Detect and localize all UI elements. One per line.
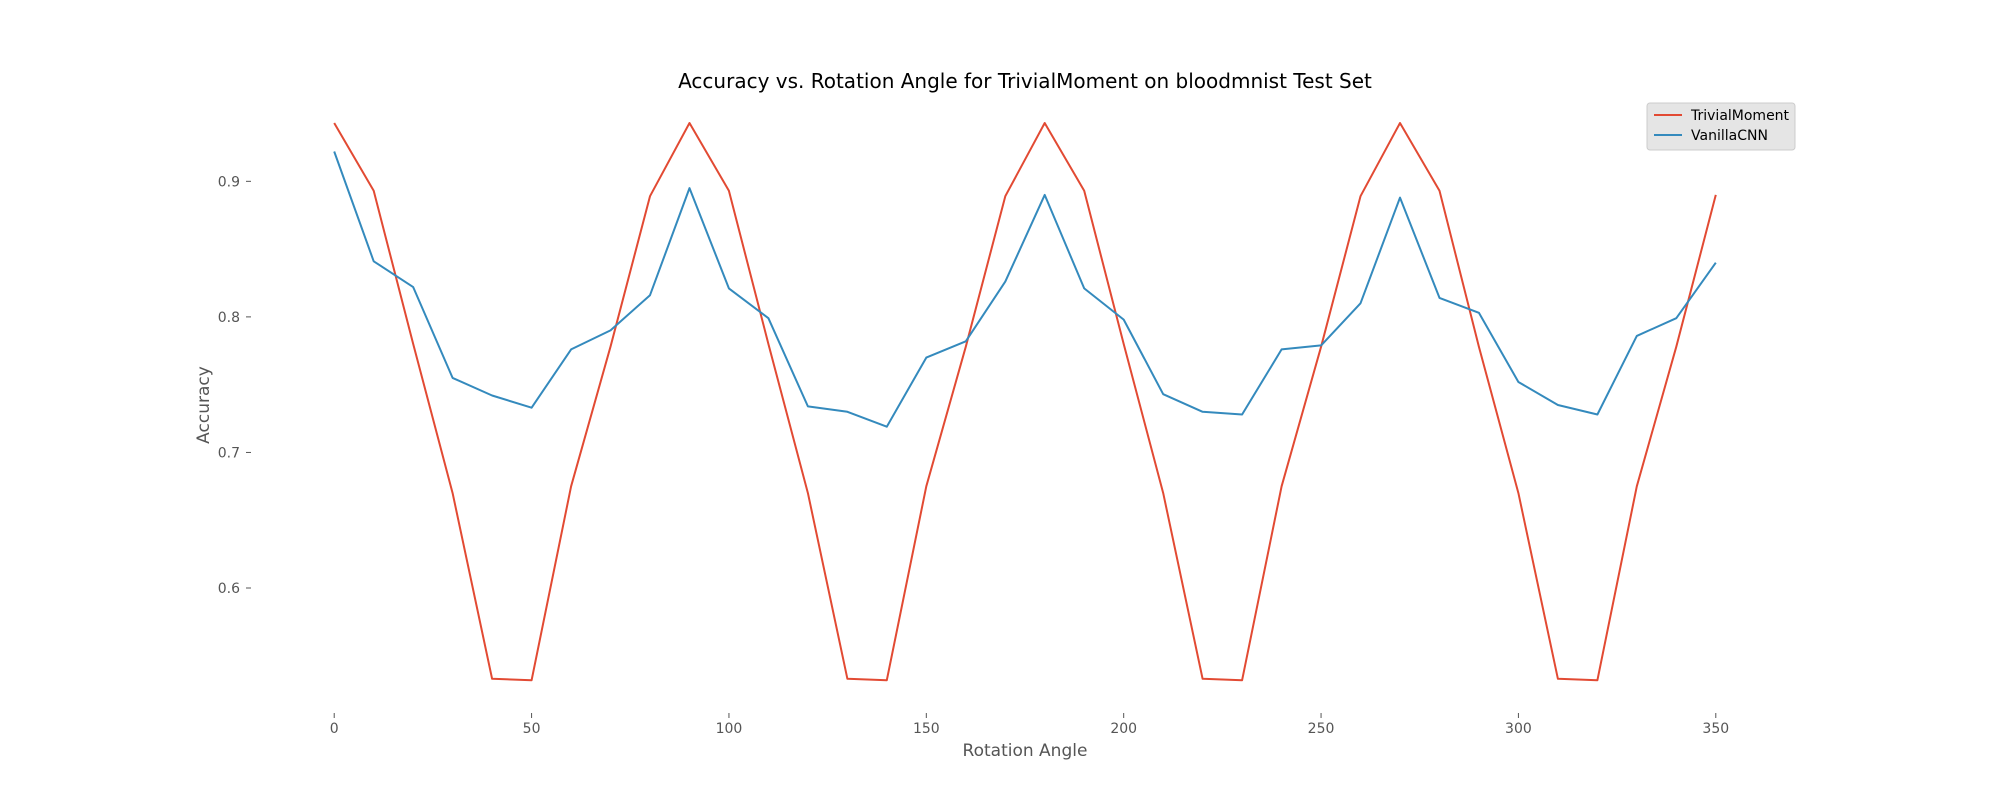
legend-label-vanillacnn: VanillaCNN bbox=[1691, 128, 1768, 144]
y-axis-ticks: 0.6 0.7 0.8 0.9 bbox=[218, 174, 251, 597]
x-tick-label: 300 bbox=[1505, 721, 1532, 737]
y-axis-label: Accuracy bbox=[194, 366, 214, 444]
y-tick-label: 0.8 bbox=[218, 310, 240, 326]
y-tick-label: 0.7 bbox=[218, 445, 240, 461]
x-tick-label: 0 bbox=[330, 721, 339, 737]
legend-label-trivialmoment: TrivialMoment bbox=[1690, 108, 1790, 124]
x-axis-label: Rotation Angle bbox=[963, 741, 1088, 761]
series-line-vanillacnn bbox=[333, 151, 1717, 428]
chart-title: Accuracy vs. Rotation Angle for TrivialM… bbox=[678, 69, 1372, 93]
legend-box bbox=[1646, 102, 1796, 151]
series-line-trivialmoment bbox=[333, 122, 1717, 682]
x-tick-label: 200 bbox=[1110, 721, 1137, 737]
y-tick-label: 0.6 bbox=[218, 581, 240, 597]
legend: TrivialMoment VanillaCNN bbox=[1646, 102, 1796, 151]
x-axis-ticks: 0 50 100 150 200 250 300 350 bbox=[330, 713, 1729, 737]
series-lines bbox=[333, 122, 1717, 682]
x-tick-label: 150 bbox=[913, 721, 940, 737]
y-tick-label: 0.9 bbox=[218, 174, 240, 190]
x-tick-label: 50 bbox=[523, 721, 541, 737]
x-tick-label: 350 bbox=[1702, 721, 1729, 737]
x-tick-label: 250 bbox=[1308, 721, 1335, 737]
x-tick-label: 100 bbox=[716, 721, 743, 737]
